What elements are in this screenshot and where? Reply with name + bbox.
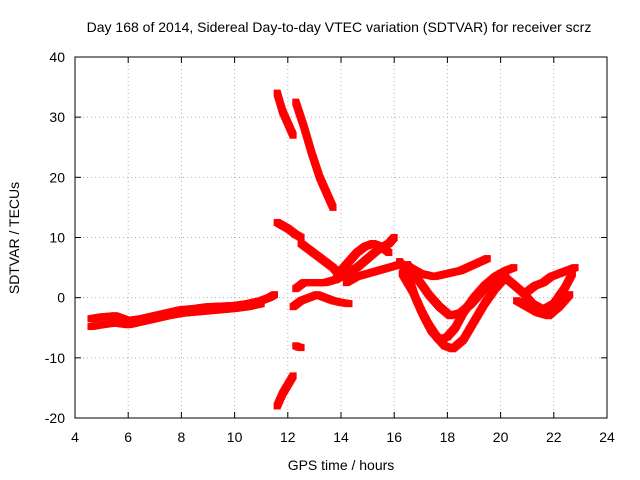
x-tick-label: 8 [178, 429, 186, 445]
series-arc-steep-a [273, 89, 297, 139]
series-arc-isolated [292, 342, 305, 352]
series-arc-main-lower [87, 300, 265, 331]
x-tick-label: 12 [280, 429, 296, 445]
x-tick-label: 24 [599, 429, 615, 445]
data-point [510, 264, 518, 272]
y-tick-label: 20 [49, 169, 65, 185]
x-tick-label: 14 [333, 429, 349, 445]
data-point [483, 255, 491, 263]
y-tick-label: 10 [49, 230, 65, 246]
series-arc-right-b [513, 291, 574, 320]
series-arc-right-c [523, 264, 579, 296]
y-tick-label: -10 [45, 350, 65, 366]
y-tick-label: 30 [49, 109, 65, 125]
chart-title: Day 168 of 2014, Sidereal Day-to-day VTE… [87, 19, 592, 35]
data-point [329, 203, 337, 211]
data-point [297, 344, 305, 352]
data-point [385, 249, 393, 257]
data-point [289, 131, 297, 139]
data-point [489, 276, 497, 284]
data-point [297, 234, 305, 241]
x-tick-labels: 4 6 8 10 12 14 16 18 20 22 24 [71, 429, 615, 445]
series-arc-mid-b [297, 240, 342, 278]
data-point [345, 300, 353, 308]
grid-lines [75, 57, 607, 418]
data-point [271, 291, 278, 299]
series-arc-dip-c [404, 261, 497, 320]
x-tick-label: 10 [227, 429, 243, 445]
data-point [257, 300, 265, 308]
y-tick-label: 0 [57, 290, 65, 306]
data-point [571, 264, 579, 272]
x-axis-label: GPS time / hours [288, 457, 395, 473]
series-arc-mid-a [273, 218, 305, 241]
axis-ticks [74, 56, 608, 419]
x-tick-label: 4 [71, 429, 79, 445]
y-tick-label: -20 [45, 410, 65, 426]
data-point [390, 234, 398, 241]
x-tick-label: 18 [440, 429, 456, 445]
data-point [566, 291, 574, 299]
x-tick-label: 20 [493, 429, 509, 445]
data-point [568, 270, 576, 278]
y-tick-label: 40 [49, 49, 65, 65]
series-arc-flat [289, 291, 353, 311]
data-marks [87, 89, 579, 410]
series-arc-hump [332, 240, 393, 284]
x-tick-label: 22 [546, 429, 562, 445]
series-arc-low-left [273, 372, 297, 410]
series-arc-steep-b [292, 98, 337, 211]
series-arc-right-a [497, 270, 576, 314]
y-axis-label: SDTVAR / TECUs [6, 182, 22, 294]
x-tick-label: 6 [124, 429, 132, 445]
data-point [289, 372, 297, 380]
x-tick-label: 16 [386, 429, 402, 445]
y-tick-labels: -20 -10 0 10 20 30 40 [45, 49, 65, 426]
